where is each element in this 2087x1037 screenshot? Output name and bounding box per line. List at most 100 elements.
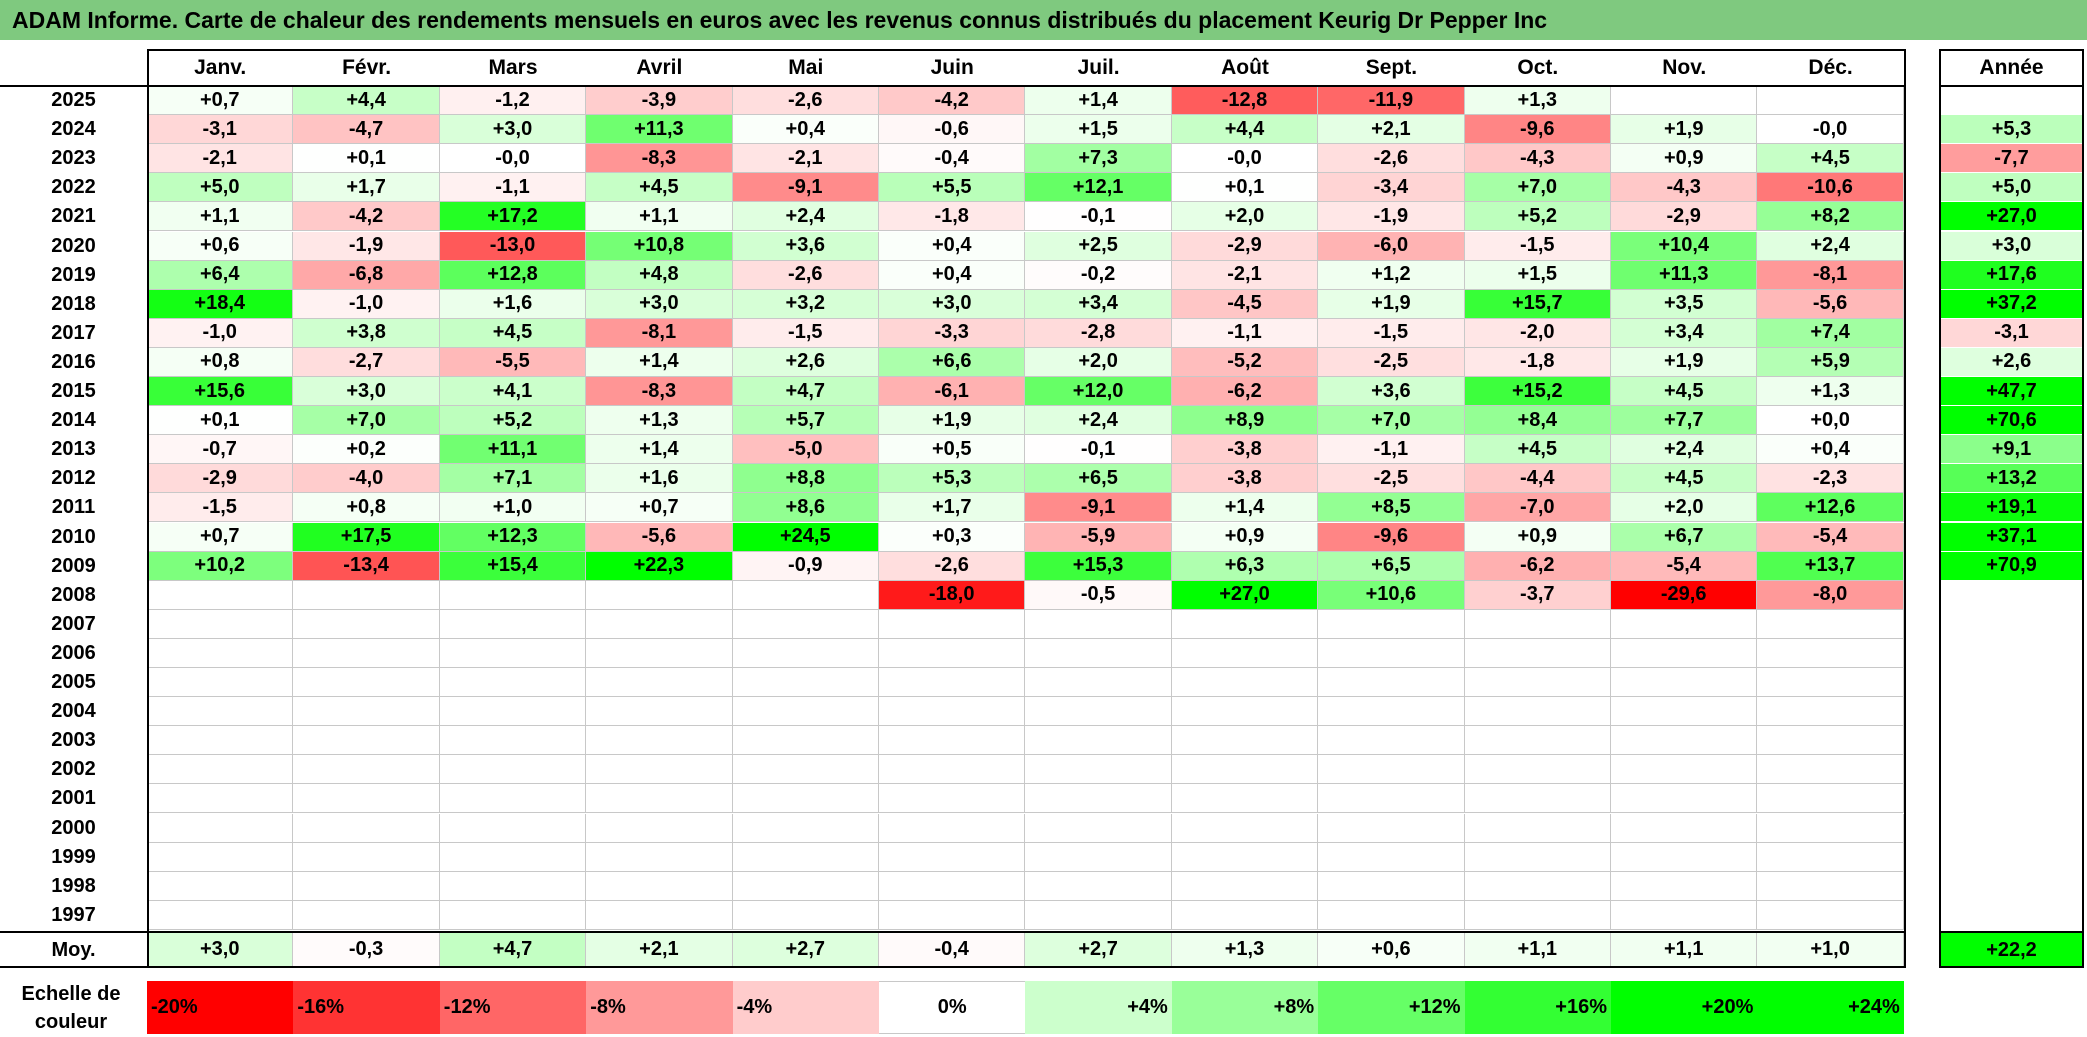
heatmap-cell: [147, 842, 294, 872]
heatmap-cell: -4,4: [1464, 464, 1611, 494]
heatmap-cell: +7,7: [1611, 406, 1758, 436]
heatmap-cell: [293, 900, 440, 930]
heatmap-cell: -2,1: [732, 144, 879, 174]
heatmap-cell: +4,5: [1611, 377, 1758, 407]
heatmap-cell: +4,5: [1464, 435, 1611, 465]
heatmap-cell: -0,6: [879, 115, 1026, 145]
heatmap-cell: [1757, 697, 1904, 727]
heatmap-cell: [1464, 900, 1611, 930]
heatmap-cell: +4,5: [1611, 464, 1758, 494]
month-header: Avril: [636, 55, 683, 79]
heatmap-cell: [586, 755, 733, 785]
heatmap-cell: +10,8: [586, 231, 733, 261]
heatmap-cell: +0,5: [879, 435, 1026, 465]
heatmap-cell: [147, 755, 294, 785]
annual-cell: +47,7: [1939, 377, 2084, 407]
heatmap-cell: [1464, 668, 1611, 698]
heatmap-cell: [293, 784, 440, 814]
heatmap-cell: -5,5: [439, 347, 587, 377]
heatmap-cell: [1464, 755, 1611, 785]
heatmap-cell: +15,4: [439, 551, 587, 581]
year-label: 2016: [51, 350, 96, 373]
heatmap-cell: [1757, 609, 1904, 639]
average-cell: +3,0: [147, 933, 294, 967]
year-label: 2013: [51, 438, 96, 461]
heatmap-cell: [1318, 755, 1465, 785]
heatmap-cell: [147, 784, 294, 814]
annual-cell: +27,0: [1939, 202, 2084, 232]
heatmap-cell: +15,3: [1025, 551, 1172, 581]
average-bottom: [1939, 966, 2084, 968]
heatmap-cell: +1,4: [586, 435, 733, 465]
heatmap-cell: +15,2: [1464, 377, 1611, 407]
heatmap-cell: [879, 697, 1026, 727]
heatmap-cell: [732, 900, 879, 930]
heatmap-cell: [732, 609, 879, 639]
annual-cell: +5,3: [1939, 115, 2084, 145]
heatmap-cell: [879, 784, 1026, 814]
heatmap-cell: -1,8: [1464, 347, 1611, 377]
year-label: 2001: [51, 787, 96, 810]
heatmap-cell: [439, 871, 587, 901]
average-cell: +4,7: [439, 933, 587, 967]
heatmap-cell: +1,7: [879, 493, 1026, 523]
annual-cell: [1939, 697, 2084, 727]
year-label: 2025: [51, 89, 96, 112]
year-label: 1998: [51, 874, 96, 897]
heatmap-cell: [732, 842, 879, 872]
heatmap-cell: +6,6: [879, 347, 1026, 377]
heatmap-cell: [732, 638, 879, 668]
heatmap-cell: +22,3: [586, 551, 733, 581]
heatmap-cell: [147, 871, 294, 901]
heatmap-cell: +3,0: [879, 289, 1026, 319]
heatmap-cell: +2,1: [1318, 115, 1465, 145]
heatmap-cell: -8,3: [586, 377, 733, 407]
heatmap-cell: -9,6: [1318, 522, 1465, 552]
heatmap-cell: -9,1: [1025, 493, 1172, 523]
heatmap-cell: [293, 668, 440, 698]
heatmap-cell: -5,4: [1757, 522, 1904, 552]
average-cell: +2,1: [586, 933, 733, 967]
heatmap-cell: [1025, 697, 1172, 727]
heatmap-cell: [1318, 784, 1465, 814]
heatmap-cell: [732, 755, 879, 785]
heatmap-cell: +5,0: [147, 173, 294, 203]
heatmap-cell: [1171, 726, 1319, 756]
heatmap-cell: +8,9: [1171, 406, 1319, 436]
heatmap-cell: [1171, 784, 1319, 814]
heatmap-cell: +11,3: [1611, 260, 1758, 290]
heatmap-cell: -2,6: [732, 86, 879, 116]
year-label: 2020: [51, 234, 96, 257]
heatmap-cell: -11,9: [1318, 86, 1465, 116]
annual-cell: [1939, 755, 2084, 785]
month-header: Mai: [788, 55, 824, 79]
year-label: 2003: [51, 729, 96, 752]
heatmap-cell: [1318, 668, 1465, 698]
heatmap-cell: +1,5: [1025, 115, 1172, 145]
heatmap-cell: +4,5: [1757, 144, 1904, 174]
year-label: 2010: [51, 525, 96, 548]
heatmap-cell: -5,0: [732, 435, 879, 465]
heatmap-cell: [879, 900, 1026, 930]
heatmap-cell: +0,4: [1757, 435, 1904, 465]
month-header: Août: [1221, 55, 1269, 79]
heatmap-cell: -10,6: [1757, 173, 1904, 203]
heatmap-cell: +8,8: [732, 464, 879, 494]
heatmap-cell: -1,0: [293, 289, 440, 319]
heatmap-cell: [732, 668, 879, 698]
heatmap-cell: +0,4: [879, 231, 1026, 261]
heatmap-cell: +4,5: [586, 173, 733, 203]
heatmap-cell: +4,1: [439, 377, 587, 407]
annual-header: Année: [1979, 55, 2044, 79]
heatmap-cell: [293, 755, 440, 785]
heatmap-cell: [1611, 871, 1758, 901]
heatmap-cell: [147, 609, 294, 639]
color-scale-swatch: +24%: [1757, 981, 1904, 1034]
heatmap-cell: [879, 726, 1026, 756]
annual-cell: +37,1: [1939, 522, 2084, 552]
heatmap-cell: -2,3: [1757, 464, 1904, 494]
heatmap-cell: -8,0: [1757, 580, 1904, 610]
heatmap-cell: +2,4: [1611, 435, 1758, 465]
heatmap-cell: +1,4: [1171, 493, 1319, 523]
heatmap-cell: [1171, 871, 1319, 901]
